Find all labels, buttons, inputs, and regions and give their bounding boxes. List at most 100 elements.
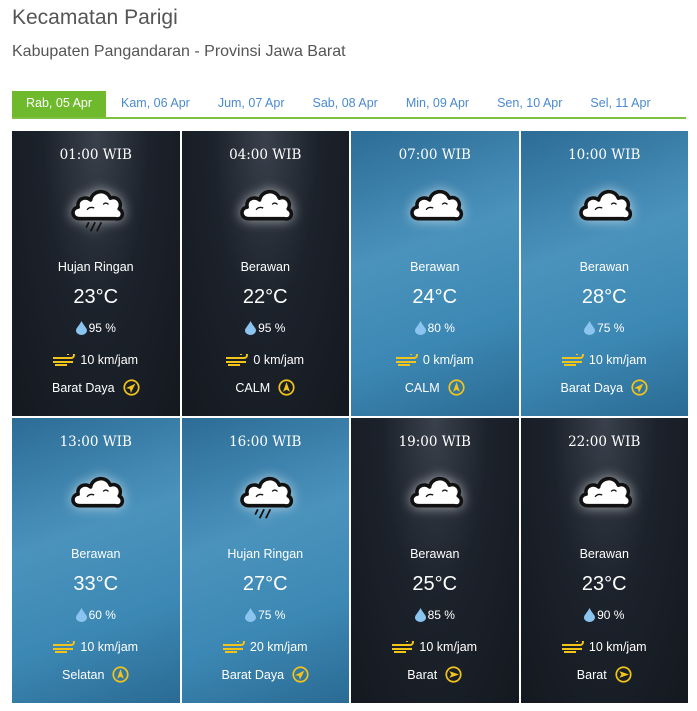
wind-speed-value: 0 km/jam bbox=[253, 353, 305, 367]
forecast-time: 13:00 WIB bbox=[59, 434, 132, 450]
wind-speed: 10 km/jam bbox=[521, 353, 689, 367]
forecast-time: 10:00 WIB bbox=[568, 147, 641, 163]
wind-direction: Barat Daya bbox=[12, 379, 180, 396]
wind-icon bbox=[222, 641, 245, 653]
direction-arrow-icon bbox=[615, 666, 632, 683]
temperature: 27°C bbox=[242, 573, 288, 595]
wind-direction-label: Barat bbox=[407, 667, 438, 682]
direction-arrow-icon bbox=[631, 379, 648, 396]
wind-speed-value: 20 km/jam bbox=[249, 640, 308, 654]
humidity: 80 % bbox=[351, 321, 519, 335]
humidity: 85 % bbox=[351, 608, 519, 622]
cloud-icon bbox=[70, 476, 124, 508]
droplet-icon bbox=[245, 608, 257, 622]
humidity: 75 % bbox=[182, 608, 350, 622]
forecast-time: 22:00 WIB bbox=[568, 434, 641, 450]
humidity: 90 % bbox=[521, 608, 689, 622]
wind-speed-value: 10 km/jam bbox=[588, 640, 647, 654]
tab-date[interactable]: Jum, 07 Apr bbox=[217, 96, 285, 110]
temperature: 28°C bbox=[581, 286, 627, 308]
wind-icon bbox=[561, 641, 584, 653]
wind-icon bbox=[53, 641, 76, 653]
wind-direction: Barat bbox=[351, 666, 519, 683]
weather-condition: Berawan bbox=[579, 260, 629, 274]
tab-date[interactable]: Kam, 06 Apr bbox=[121, 96, 190, 110]
forecast-time: 04:00 WIB bbox=[229, 147, 302, 163]
wind-icon bbox=[395, 354, 418, 366]
wind-direction: Selatan bbox=[12, 666, 180, 683]
weather-condition: Berawan bbox=[410, 547, 460, 561]
wind-direction-label: Barat Daya bbox=[560, 380, 624, 395]
droplet-icon bbox=[414, 608, 426, 622]
humidity: 60 % bbox=[12, 608, 180, 622]
forecast-card: 19:00 WIB Berawan 25°C 85 % 10 km/jam Ba… bbox=[351, 418, 519, 703]
droplet-icon bbox=[75, 321, 87, 335]
tab-date[interactable]: Min, 09 Apr bbox=[405, 96, 470, 110]
humidity-value: 95 % bbox=[258, 321, 286, 335]
wind-direction-label: Barat Daya bbox=[51, 380, 115, 395]
droplet-icon bbox=[245, 321, 257, 335]
droplet-icon bbox=[584, 608, 596, 622]
weather-condition: Hujan Ringan bbox=[57, 260, 134, 274]
wind-speed-value: 10 km/jam bbox=[588, 353, 647, 367]
humidity-value: 95 % bbox=[88, 321, 116, 335]
date-tabs: Rab, 05 Apr Kam, 06 Apr Jum, 07 Apr Sab, 08… bbox=[12, 91, 686, 119]
droplet-icon bbox=[75, 608, 87, 622]
humidity-value: 80 % bbox=[427, 321, 455, 335]
tab-date[interactable]: Rab, 05 Apr bbox=[12, 91, 107, 117]
tab-date[interactable]: Sab, 08 Apr bbox=[312, 96, 378, 110]
wind-direction: Barat bbox=[521, 666, 689, 683]
cloud-rain-icon bbox=[240, 476, 294, 519]
wind-speed: 10 km/jam bbox=[521, 640, 689, 654]
tab-date[interactable]: Sel, 11 Apr bbox=[590, 96, 651, 110]
forecast-card: 10:00 WIB Berawan 28°C 75 % 10 km/jam Ba… bbox=[520, 131, 689, 416]
temperature: 22°C bbox=[242, 286, 288, 308]
direction-arrow-icon bbox=[122, 379, 140, 396]
direction-arrow-icon bbox=[448, 379, 465, 396]
temperature: 25°C bbox=[412, 573, 458, 595]
forecast-card: 01:00 WIB Hujan Ringan 23°C 95 % 10 km/j… bbox=[12, 131, 180, 416]
wind-direction: CALM bbox=[182, 379, 350, 396]
forecast-grid: 01:00 WIB Hujan Ringan 23°C 95 % 10 km/j… bbox=[12, 131, 689, 703]
wind-icon bbox=[226, 354, 249, 366]
droplet-icon bbox=[584, 321, 596, 335]
droplet-icon bbox=[414, 321, 426, 335]
cloud-icon bbox=[409, 476, 463, 508]
forecast-time: 01:00 WIB bbox=[59, 147, 132, 163]
temperature: 33°C bbox=[73, 573, 119, 595]
weather-condition: Berawan bbox=[410, 260, 460, 274]
temperature: 23°C bbox=[73, 286, 119, 308]
wind-icon bbox=[53, 354, 76, 366]
forecast-time: 19:00 WIB bbox=[398, 434, 471, 450]
wind-direction: CALM bbox=[351, 379, 519, 396]
direction-arrow-icon bbox=[278, 379, 295, 396]
wind-speed: 10 km/jam bbox=[351, 640, 519, 654]
wind-speed-value: 10 km/jam bbox=[419, 640, 478, 654]
cloud-icon bbox=[240, 189, 294, 221]
wind-direction-label: CALM bbox=[404, 380, 440, 395]
cloud-icon bbox=[579, 476, 633, 508]
wind-icon bbox=[392, 641, 415, 653]
forecast-card: 07:00 WIB Berawan 24°C 80 % 0 km/jam CAL… bbox=[351, 131, 519, 416]
wind-direction-label: Barat Daya bbox=[221, 667, 285, 682]
tab-date[interactable]: Sen, 10 Apr bbox=[497, 96, 563, 110]
temperature: 23°C bbox=[581, 573, 627, 595]
forecast-card: 04:00 WIB Berawan 22°C 95 % 0 km/jam CAL… bbox=[181, 131, 350, 416]
page-title: Kecamatan Parigi bbox=[12, 6, 178, 29]
direction-arrow-icon bbox=[292, 666, 309, 683]
cloud-icon bbox=[579, 189, 633, 221]
wind-direction: Barat Daya bbox=[521, 379, 689, 396]
weather-condition: Berawan bbox=[240, 260, 290, 274]
wind-direction-label: CALM bbox=[235, 380, 271, 395]
wind-speed-value: 10 km/jam bbox=[80, 640, 139, 654]
weather-condition: Hujan Ringan bbox=[227, 547, 304, 561]
weather-condition: Berawan bbox=[71, 547, 121, 561]
wind-direction-label: Selatan bbox=[62, 667, 105, 682]
forecast-time: 16:00 WIB bbox=[229, 434, 302, 450]
forecast-card: 16:00 WIB Hujan Ringan 27°C 75 % 20 km/j… bbox=[181, 418, 350, 703]
humidity: 95 % bbox=[12, 321, 180, 335]
wind-icon bbox=[561, 354, 584, 366]
wind-speed: 10 km/jam bbox=[12, 640, 180, 654]
page-subtitle: Kabupaten Pangandaran - Provinsi Jawa Ba… bbox=[12, 43, 346, 60]
wind-speed: 20 km/jam bbox=[182, 640, 350, 654]
